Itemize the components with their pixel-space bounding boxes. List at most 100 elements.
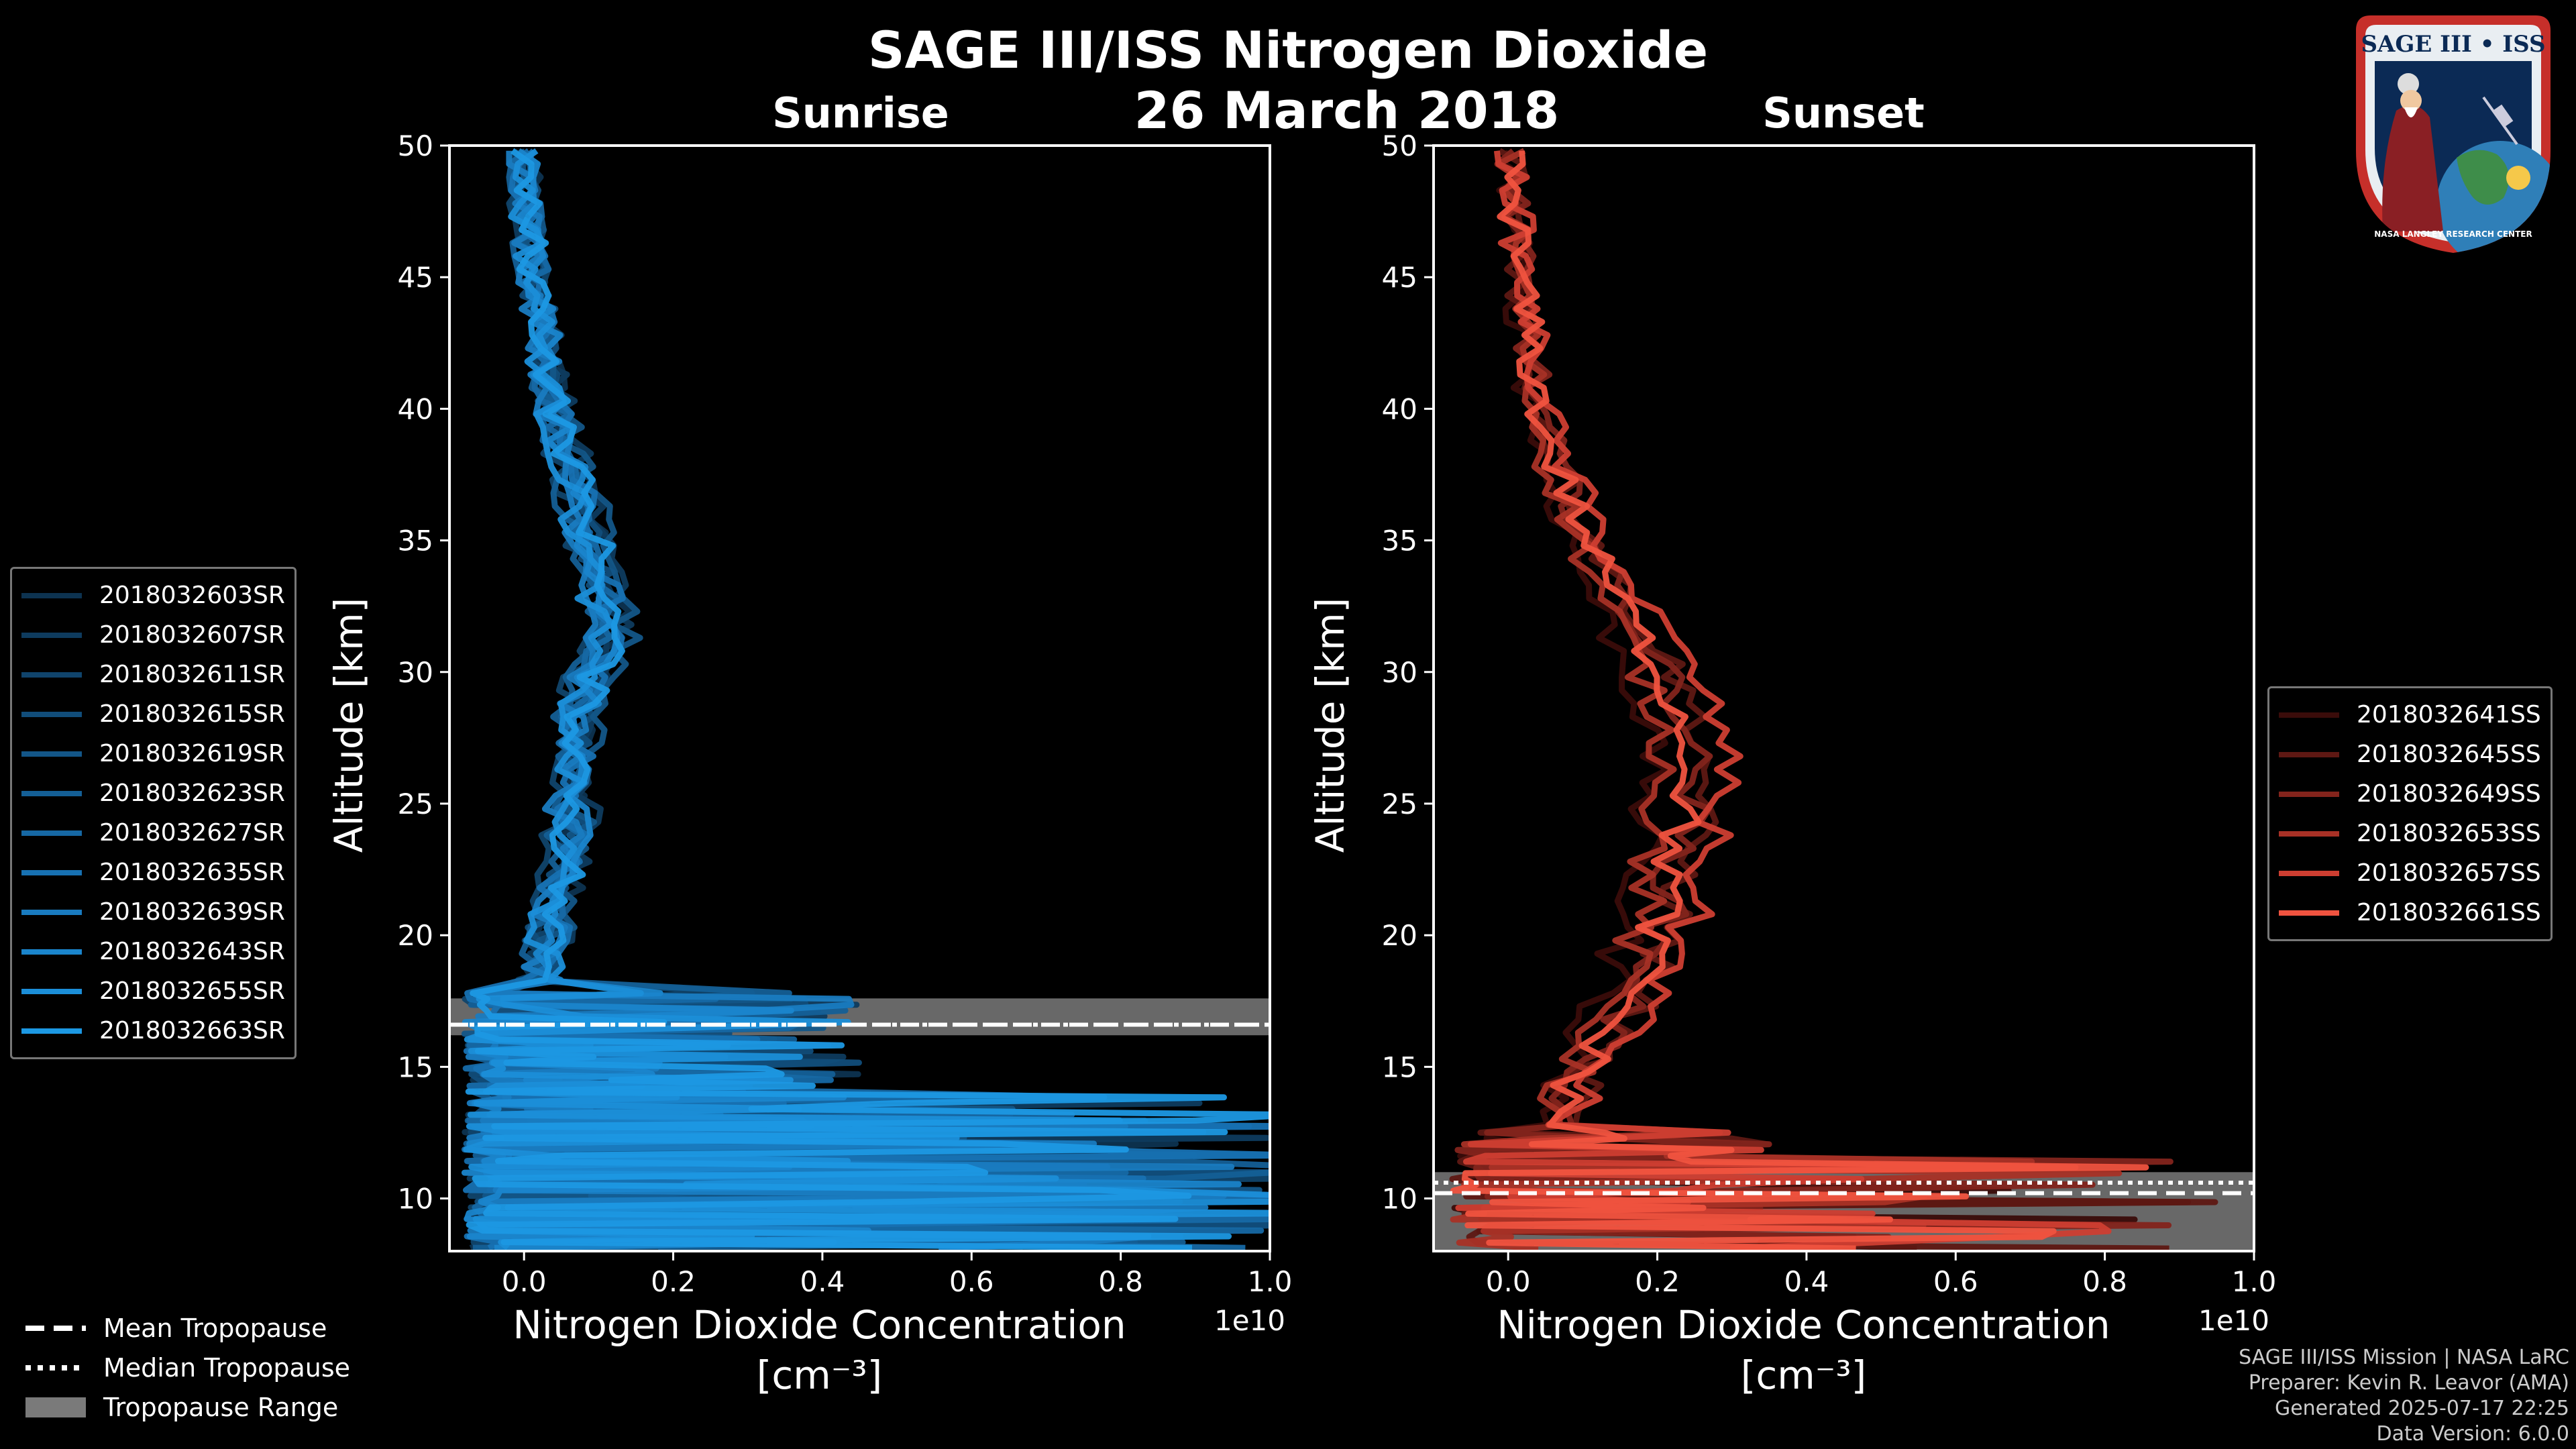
sunrise-x-tick-label: 0.0 [502,1265,547,1298]
sunrise-legend-swatch [21,869,82,875]
dotted-line-swatch [25,1364,86,1371]
sunrise-legend-swatch [21,711,82,717]
sunset-legend-item: 2018032649SS [2279,774,2541,814]
sunset-legend-label: 2018032645SS [2357,741,2541,768]
sunrise-legend-item: 2018032643SR [21,932,285,971]
sunrise-legend-item: 2018032663SR [21,1011,285,1051]
sunset-legend-label: 2018032649SS [2357,780,2541,808]
mean-tropopause-label: Mean Tropopause [103,1313,327,1343]
sunrise-legend-swatch [21,830,82,836]
median-tropopause-legend: Median Tropopause [25,1348,350,1387]
sage-mission-badge: SAGE III • ISS NASA LANGLEY RESEARCH CEN… [2356,15,2551,253]
sunset-x-tick-label: 0.8 [2082,1265,2127,1298]
sunrise-x-axis-units: [cm⁻³] [757,1352,883,1398]
sunset-y-axis-label: Altitude [km] [1307,598,1353,853]
sunrise-legend-swatch [21,751,82,757]
sunrise-legend-item: 2018032627SR [21,813,285,853]
sunset-panel-title: Sunset [1762,89,1925,138]
sunset-y-tick-label: 45 [1382,261,1417,294]
sunrise-y-tick-label: 15 [398,1051,433,1083]
sunrise-legend-swatch [21,592,82,598]
sunset-legend-swatch [2279,830,2339,837]
sunrise-legend-label: 2018032603SR [99,582,285,609]
sunrise-y-tick-label: 40 [398,392,433,425]
sunrise-legend-label: 2018032607SR [99,621,285,649]
sunrise-x-tick-label: 0.8 [1098,1265,1143,1298]
sunrise-legend-swatch [21,949,82,955]
sunset-legend-swatch [2279,751,2339,757]
sunset-legend-item: 2018032645SS [2279,735,2541,774]
sunrise-legend-swatch [21,632,82,638]
sunrise-y-axis-label: Altitude [km] [326,598,372,853]
sunrise-legend-label: 2018032639SR [99,898,285,926]
sunset-chart: 0.0 0.2 0.4 0.6 0.8 1.0 10 15 20 25 30 35 40 45 50 1e10… [1307,129,2276,1398]
sunrise-y-tick-label: 30 [398,656,433,689]
sunrise-x-tick-label: 0.4 [800,1265,845,1298]
sunset-x-multiplier: 1e10 [2198,1304,2269,1337]
sunrise-legend-label: 2018032627SR [99,819,285,847]
sunset-plot-area [1434,148,2254,1251]
sunrise-legend-item: 2018032603SR [21,576,285,615]
sunrise-chart: 0.0 0.2 0.4 0.6 0.8 1.0 10 15 20 25 30 35 40 45 50 1e10… [326,129,1292,1398]
dashed-line-swatch [25,1325,86,1331]
gray-box-swatch [25,1397,86,1417]
sunset-x-tick-label: 1.0 [2232,1265,2277,1298]
sunrise-legend: 2018032603SR 2018032607SR 2018032611SR 2018… [10,567,297,1059]
sunrise-y-tick-label: 35 [398,525,433,557]
sunset-legend-label: 2018032653SS [2357,820,2541,847]
sunrise-panel-title: Sunrise [772,89,949,138]
sunset-x-tick-label: 0.0 [1486,1265,1531,1298]
mean-tropopause-legend: Mean Tropopause [25,1308,350,1348]
badge-text: SAGE III • ISS [2361,31,2545,58]
sunset-legend-label: 2018032641SS [2357,701,2541,729]
tropopause-range-legend: Tropopause Range [25,1387,350,1427]
sunset-legend-swatch [2279,712,2339,718]
sunset-x-tick-label: 0.2 [1635,1265,1680,1298]
sunrise-y-tick-label: 10 [398,1183,433,1216]
sunset-plot-frame [1432,144,2255,1252]
sunrise-legend-item: 2018032655SR [21,971,285,1011]
tropopause-range-label: Tropopause Range [103,1392,339,1422]
sunset-legend-label: 2018032657SS [2357,859,2541,887]
sunrise-plot-frame [448,144,1271,1252]
sunset-legend-item: 2018032661SS [2279,893,2541,932]
sunrise-plot-area [449,148,1270,1251]
sunset-legend-label: 2018032661SS [2357,899,2541,926]
sunset-legend-swatch [2279,910,2339,916]
sunrise-legend-item: 2018032607SR [21,615,285,655]
sunrise-legend-item: 2018032619SR [21,734,285,773]
sunset-legend-swatch [2279,791,2339,797]
sunset-profile-2018032661SS [1450,150,2149,1251]
sunset-legend-item: 2018032657SS [2279,853,2541,893]
figure-title: SAGE III/ISS Nitrogen Dioxide [867,20,1709,80]
sunset-y-tick-label: 40 [1382,392,1417,425]
credits: SAGE III/ISS Mission | NASA LaRC Prepare… [2239,1345,2569,1447]
sunrise-legend-swatch [21,672,82,678]
sunrise-legend-label: 2018032663SR [99,1017,285,1044]
sunrise-legend-label: 2018032643SR [99,938,285,965]
sunrise-y-tick-label: 20 [398,919,433,952]
sunrise-x-multiplier: 1e10 [1214,1304,1285,1337]
sunset-x-axis-label: Nitrogen Dioxide Concentration [1497,1302,2110,1348]
sunrise-legend-swatch [21,790,82,796]
sunrise-legend-label: 2018032619SR [99,740,285,767]
sunset-legend: 2018032641SS 2018032645SS 2018032649SS 2018… [2267,686,2553,941]
figure-subtitle: 26 March 2018 [1134,80,1560,140]
sunrise-y-tick-label: 50 [398,129,433,162]
sunset-x-tick-label: 0.4 [1784,1265,1829,1298]
sunset-x-tick-label: 0.6 [1933,1265,1978,1298]
sunset-y-tick-label: 30 [1382,656,1417,689]
sunrise-legend-item: 2018032635SR [21,853,285,892]
sunrise-legend-label: 2018032623SR [99,780,285,807]
sunset-y-tick-label: 35 [1382,525,1417,557]
sunset-y-tick-label: 20 [1382,919,1417,952]
credit-mission: SAGE III/ISS Mission | NASA LaRC [2239,1346,2569,1369]
badge-ring-text: NASA LANGLEY RESEARCH CENTER [2374,229,2532,239]
sunrise-x-tick-label: 0.2 [651,1265,696,1298]
sunrise-legend-label: 2018032615SR [99,700,285,728]
sunrise-y-tick-label: 25 [398,788,433,820]
sunset-y-tick-label: 25 [1382,788,1417,820]
sunrise-legend-item: 2018032615SR [21,694,285,734]
sunrise-legend-swatch [21,1028,82,1034]
